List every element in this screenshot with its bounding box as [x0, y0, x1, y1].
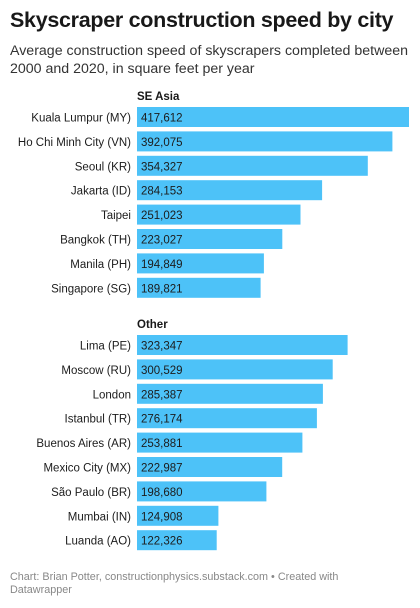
category-label: Istanbul (TR) [65, 414, 132, 426]
bar [137, 253, 264, 274]
category-label: Seoul (KR) [75, 161, 131, 173]
value-label: 284,153 [141, 186, 183, 198]
chart-subtitle: Average construction speed of skyscraper… [10, 43, 408, 77]
category-label: Singapore (SG) [51, 283, 131, 295]
category-label: Mumbai (IN) [68, 511, 131, 523]
bar [137, 359, 333, 380]
value-label: 300,529 [141, 365, 183, 377]
value-label: 194,849 [141, 259, 183, 271]
category-label: Ho Chi Minh City (VN) [18, 137, 131, 149]
value-label: 251,023 [141, 210, 183, 222]
bar [137, 457, 283, 477]
value-label: 417,612 [141, 113, 183, 125]
category-label: Bangkok (TH) [60, 235, 131, 247]
bar [137, 432, 303, 453]
value-label: 354,327 [141, 161, 183, 173]
bar [137, 335, 348, 355]
value-label: 198,680 [141, 487, 183, 499]
category-label: Jakarta (ID) [71, 186, 131, 198]
category-label: Luanda (AO) [65, 536, 131, 548]
group-heading: SE Asia [137, 91, 180, 103]
category-label: Mexico City (MX) [43, 463, 131, 475]
bar [137, 383, 323, 404]
bar [137, 277, 261, 298]
category-label: Manila (PH) [70, 259, 131, 271]
bar [137, 408, 317, 429]
value-label: 223,027 [141, 235, 183, 247]
category-label: São Paulo (BR) [51, 487, 131, 499]
value-label: 124,908 [141, 511, 183, 523]
value-label: 285,387 [141, 389, 183, 401]
bar [137, 204, 301, 225]
value-label: 276,174 [141, 414, 183, 426]
chart-footer-credit: Chart: Brian Potter, constructionphysics… [10, 571, 339, 596]
category-label: Taipei [101, 210, 131, 222]
value-label: 122,326 [141, 536, 183, 548]
chart-title: Skyscraper construction speed by city [10, 8, 394, 32]
category-label: Lima (PE) [80, 341, 131, 353]
category-label: Buenos Aires (AR) [36, 438, 131, 450]
value-label: 189,821 [141, 283, 183, 295]
value-label: 222,987 [141, 463, 183, 475]
bar [137, 107, 409, 127]
value-label: 323,347 [141, 341, 183, 353]
value-label: 253,881 [141, 438, 183, 450]
value-label: 392,075 [141, 137, 183, 149]
bar [137, 229, 283, 249]
bar [137, 505, 219, 526]
group-heading: Other [137, 319, 168, 331]
category-label: Moscow (RU) [61, 365, 131, 377]
bar [137, 530, 217, 551]
category-label: London [93, 389, 131, 401]
bar [137, 155, 368, 176]
bar [137, 481, 267, 502]
bar [137, 180, 323, 201]
category-label: Kuala Lumpur (MY) [31, 113, 131, 125]
bar [137, 131, 393, 152]
